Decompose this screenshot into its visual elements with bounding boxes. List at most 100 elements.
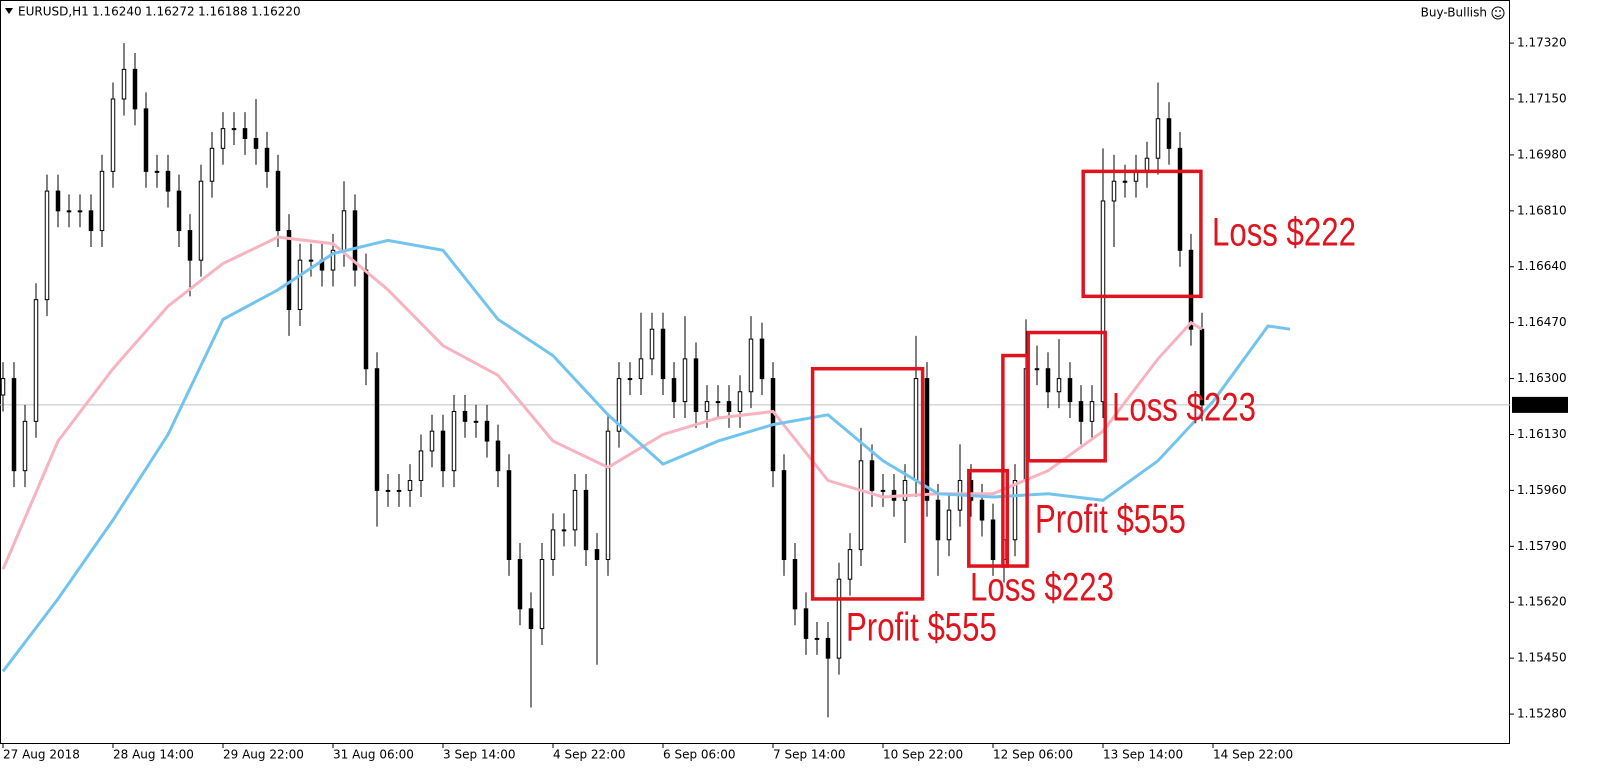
candle-body (374, 368, 380, 491)
header-open: 1.16240 (92, 5, 142, 19)
candle-body (418, 450, 424, 482)
annotation-box (1081, 169, 1203, 299)
candle-body (11, 378, 17, 472)
candle-body (1177, 147, 1183, 251)
candle-body (506, 470, 512, 560)
indicator-name: Buy-Bullish (1421, 6, 1487, 20)
candle-body (231, 128, 237, 131)
candle-body (220, 128, 226, 149)
annotation-box (1026, 330, 1107, 463)
candle-body (583, 489, 589, 551)
candle-body (726, 401, 732, 412)
annotation-label: Loss $223 (970, 565, 1114, 610)
candle-body (187, 230, 193, 261)
symbol: EURUSD,H1 (18, 5, 89, 19)
candle-body (792, 558, 798, 610)
candle-body (671, 378, 677, 403)
candle-body (473, 420, 479, 423)
x-tick-label: 6 Sep 06:00 (663, 748, 735, 762)
candle-body (858, 460, 864, 551)
last-price-box (1512, 396, 1568, 413)
candle-body (363, 269, 369, 370)
candle-body (0, 378, 6, 396)
x-tick-label: 3 Sep 14:00 (443, 748, 515, 762)
candle-body (1166, 118, 1172, 149)
candle-body (781, 470, 787, 560)
annotation-box (967, 468, 1010, 568)
candle-body (902, 480, 908, 501)
x-tick-label: 29 Aug 22:00 (223, 748, 304, 762)
candle-body (55, 190, 61, 212)
x-tick-label: 28 Aug 14:00 (113, 748, 194, 762)
candle-body (1056, 378, 1062, 393)
candle-body (143, 108, 149, 172)
y-tick-label: 1.16810 (1517, 203, 1567, 217)
candle-body (484, 420, 490, 442)
candle-body (1199, 328, 1205, 406)
candle-body (495, 440, 501, 472)
candle-body (440, 430, 446, 472)
candle-body (121, 68, 127, 100)
candle-body (1144, 157, 1150, 172)
candle-body (682, 358, 688, 403)
candle-body (1111, 180, 1117, 202)
candle-body (869, 460, 875, 491)
y-tick-label: 1.15960 (1517, 483, 1567, 497)
candle-body (341, 210, 347, 251)
candle-body (979, 499, 985, 521)
y-tick-label: 1.16470 (1517, 315, 1567, 329)
x-tick-label: 14 Sep 22:00 (1213, 748, 1293, 762)
candle-body (1012, 480, 1018, 541)
candle-body (99, 170, 105, 232)
candle-body (715, 401, 721, 404)
candle-body (286, 230, 292, 311)
candle-body (638, 358, 644, 380)
y-tick-label: 1.15620 (1517, 595, 1567, 609)
candle-body (517, 558, 523, 610)
candle-body (264, 147, 270, 172)
candle-body (451, 410, 457, 472)
x-tick-label: 31 Aug 06:00 (333, 748, 414, 762)
x-tick-label: 12 Sep 06:00 (993, 748, 1073, 762)
candle-body (1100, 200, 1106, 403)
candle-body (209, 147, 215, 182)
x-tick-label: 27 Aug 2018 (3, 748, 80, 762)
x-tick-label: 10 Sep 22:00 (883, 748, 963, 762)
candle-body (935, 499, 941, 541)
candle-body (561, 529, 567, 532)
candle-body (627, 378, 633, 381)
candle-body (825, 637, 831, 659)
candle-body (660, 328, 666, 380)
x-tick-label: 13 Sep 14:00 (1103, 748, 1183, 762)
y-tick-label: 1.15280 (1517, 707, 1567, 721)
candle-body (330, 249, 336, 271)
candle-body (1034, 368, 1040, 371)
candle-body (154, 170, 160, 173)
y-tick-label: 1.16300 (1517, 371, 1567, 385)
candle-body (352, 210, 358, 271)
candle-body (924, 378, 930, 501)
candle-body (110, 98, 116, 172)
annotation-label: Loss $223 (1112, 385, 1256, 430)
plot-frame (0, 0, 1510, 744)
candle-body (429, 430, 435, 452)
candle-body (1078, 401, 1084, 422)
collapse-arrow[interactable] (5, 8, 13, 14)
candle-body (132, 68, 138, 110)
smiley-icon (1491, 6, 1505, 20)
candles (2, 43, 1203, 718)
candle-body (649, 328, 655, 360)
candle-body (693, 358, 699, 412)
candle-body (275, 170, 281, 232)
candle-body (66, 210, 72, 213)
candle-body (550, 529, 556, 560)
candle-body (847, 549, 853, 580)
candle-body (946, 509, 952, 541)
annotation-label: Loss $222 (1212, 210, 1356, 255)
candle-body (462, 410, 468, 422)
y-tick-label: 1.17320 (1517, 36, 1567, 50)
candle-body (814, 637, 820, 640)
candle-body (297, 259, 303, 311)
